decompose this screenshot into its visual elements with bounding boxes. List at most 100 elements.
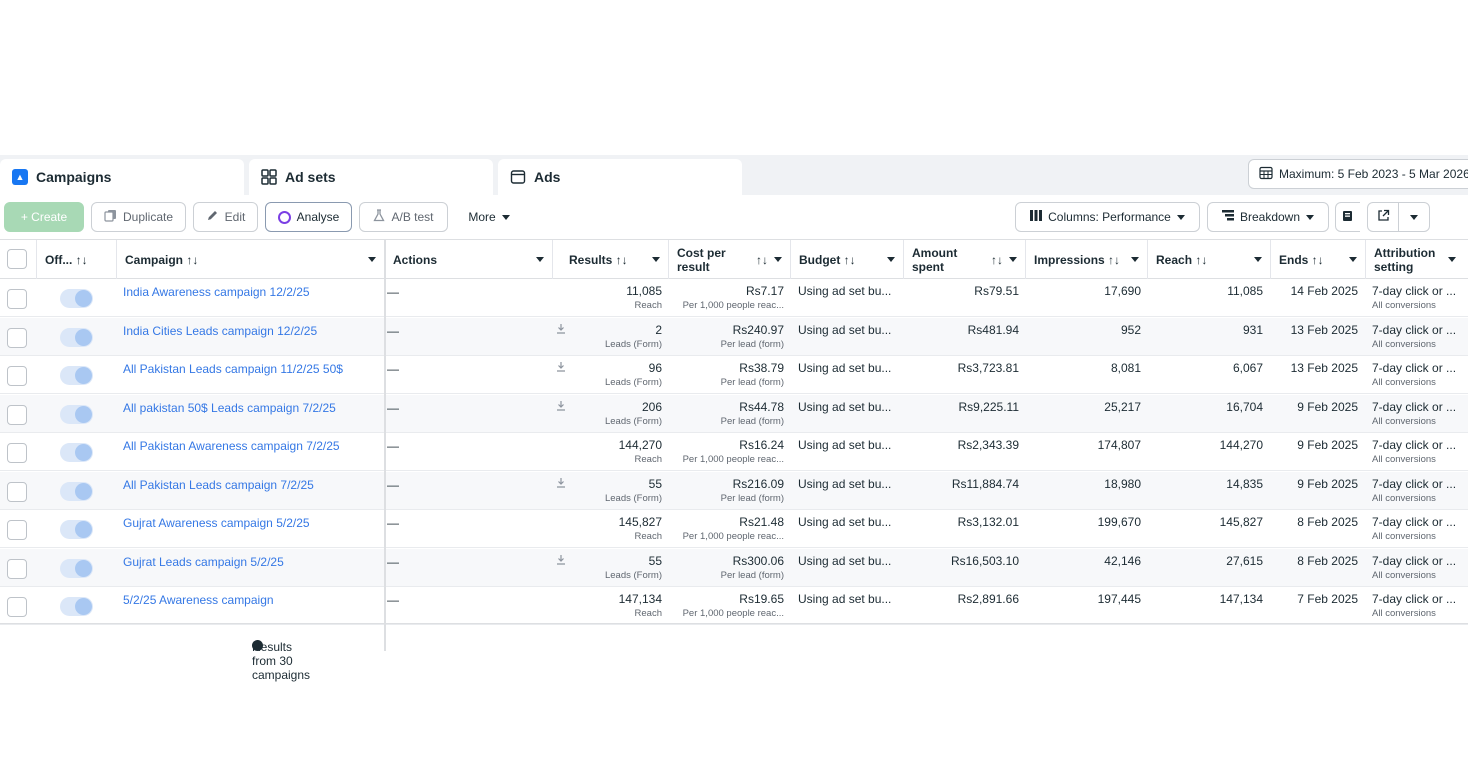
column-header-ends[interactable]: Ends ↑↓ [1271, 240, 1366, 279]
results-value: 206 [641, 399, 662, 414]
column-header-impressions[interactable]: Impressions ↑↓ [1026, 240, 1148, 279]
create-button[interactable]: + Create [4, 202, 84, 232]
row-checkbox[interactable] [7, 404, 27, 425]
column-header-cost-per-result[interactable]: Cost per result ↑↓ [669, 240, 791, 279]
campaign-name-link[interactable]: India Cities Leads campaign 12/2/25 [123, 323, 318, 338]
table-row[interactable]: All Pakistan Leads campaign 11/2/25 50$ … [0, 356, 1468, 394]
row-checkbox[interactable] [7, 597, 27, 617]
campaign-name-link[interactable]: All Pakistan Awareness campaign 7/2/25 [123, 439, 340, 453]
column-header-campaign[interactable]: Campaign ↑↓ [117, 240, 385, 279]
campaign-toggle[interactable] [60, 481, 93, 501]
campaign-name-link[interactable]: India Awareness campaign 12/2/25 [123, 285, 310, 299]
analyse-button[interactable]: Analyse [265, 202, 352, 232]
campaign-toggle[interactable] [60, 404, 93, 424]
column-header-amount-spent[interactable]: Amount spent ↑↓ [904, 240, 1026, 279]
tab-ad-sets[interactable]: Ad sets [249, 159, 493, 195]
budget-value: Using ad set bu... [798, 322, 892, 337]
table-row[interactable]: All Pakistan Awareness campaign 7/2/25 —… [0, 433, 1468, 471]
actions-value: — [387, 285, 399, 299]
cost-per-result-type: Per 1,000 people reac... [682, 300, 784, 311]
tab-campaigns[interactable]: ▲ Campaigns [0, 159, 244, 195]
download-icon[interactable] [556, 400, 566, 414]
ends-value: 9 Feb 2025 [1297, 476, 1358, 491]
export-icon [1377, 209, 1390, 225]
tab-campaigns-label: Campaigns [36, 169, 112, 185]
download-icon[interactable] [556, 554, 566, 568]
campaign-toggle[interactable] [60, 366, 93, 385]
frozen-column-divider [384, 239, 386, 651]
download-icon[interactable] [556, 323, 566, 337]
more-button[interactable]: More [457, 202, 521, 232]
attribution-type: All conversions [1372, 454, 1436, 465]
breakdown-icon [1221, 210, 1234, 224]
budget-value: Using ad set bu... [798, 553, 892, 568]
cost-per-result-type: Per 1,000 people reac... [682, 608, 784, 619]
row-checkbox[interactable] [7, 443, 27, 463]
table-row[interactable]: India Cities Leads campaign 12/2/25 — 2 … [0, 317, 1468, 356]
table-row[interactable]: 5/2/25 Awareness campaign — 147,134 Reac… [0, 587, 1468, 625]
table-row[interactable]: Gujrat Leads campaign 5/2/25 — 55 Leads … [0, 548, 1468, 587]
column-header-reach[interactable]: Reach ↑↓ [1148, 240, 1271, 279]
campaign-toggle[interactable] [60, 597, 93, 616]
results-type: Leads (Form) [604, 569, 662, 581]
duplicate-button[interactable]: Duplicate [91, 202, 186, 232]
edit-button[interactable]: Edit [193, 202, 258, 232]
results-value: 147,134 [618, 592, 662, 606]
column-header-off[interactable]: Off... ↑↓ [37, 240, 117, 279]
column-header-actions-label: Actions [393, 252, 438, 267]
amount-spent-value: Rs2,343.39 [957, 438, 1019, 452]
row-checkbox[interactable] [7, 289, 27, 309]
column-header-attribution[interactable]: Attribution setting [1366, 240, 1468, 279]
table-row[interactable]: Gujrat Awareness campaign 5/2/25 — 145,8… [0, 510, 1468, 548]
edit-label: Edit [224, 210, 246, 224]
select-all-checkbox[interactable] [7, 249, 27, 269]
reports-button[interactable] [1335, 202, 1361, 232]
column-header-budget[interactable]: Budget ↑↓ [791, 240, 904, 279]
duplicate-icon [104, 209, 117, 225]
attribution-value: 7-day click or ... [1372, 592, 1457, 606]
ab-test-label: A/B test [391, 210, 434, 224]
column-header-results[interactable]: Results ↑↓ [553, 240, 669, 279]
row-checkbox[interactable] [7, 366, 27, 386]
column-header-actions[interactable]: Actions [385, 240, 553, 279]
breakdown-button[interactable]: Breakdown [1207, 202, 1329, 232]
export-button[interactable] [1367, 202, 1399, 232]
attribution-type: All conversions [1372, 608, 1436, 619]
campaign-name-link[interactable]: Gujrat Leads campaign 5/2/25 [123, 554, 284, 569]
campaign-name-link[interactable]: 5/2/25 Awareness campaign [123, 593, 274, 607]
campaign-name-link[interactable]: Gujrat Awareness campaign 5/2/25 [123, 516, 310, 530]
attribution-type: All conversions [1372, 338, 1436, 350]
campaign-name-link[interactable]: All pakistan 50$ Leads campaign 7/2/25 [123, 400, 336, 415]
tab-ad-sets-label: Ad sets [285, 169, 336, 185]
info-icon[interactable]: i [252, 639, 263, 651]
budget-value: Using ad set bu... [798, 476, 892, 491]
analyse-label: Analyse [296, 210, 340, 224]
campaign-toggle[interactable] [60, 289, 93, 308]
campaign-toggle[interactable] [60, 520, 93, 539]
table-row[interactable]: All Pakistan Leads campaign 7/2/25 — 55 … [0, 471, 1468, 510]
tab-ads[interactable]: Ads [498, 159, 742, 195]
campaign-name-link[interactable]: All Pakistan Leads campaign 7/2/25 [123, 477, 314, 492]
date-range-picker[interactable]: Maximum: 5 Feb 2023 - 5 Mar 2026 [1248, 159, 1468, 189]
impressions-value: 8,081 [1110, 361, 1141, 375]
cost-per-result-type: Per lead (form) [720, 492, 784, 504]
download-icon[interactable] [556, 477, 566, 491]
attribution-type: All conversions [1372, 492, 1436, 504]
table-row[interactable]: All pakistan 50$ Leads campaign 7/2/25 —… [0, 394, 1468, 433]
campaign-toggle[interactable] [60, 443, 93, 462]
row-checkbox[interactable] [7, 558, 27, 579]
table-row[interactable]: India Awareness campaign 12/2/25 — 11,08… [0, 279, 1468, 317]
campaign-toggle[interactable] [60, 558, 93, 578]
row-checkbox[interactable] [7, 327, 27, 348]
select-all-cell [0, 240, 37, 279]
chevron-down-icon [1349, 257, 1357, 262]
campaign-name-link[interactable]: All Pakistan Leads campaign 11/2/25 50$ [123, 362, 343, 376]
download-icon[interactable] [556, 361, 566, 375]
amount-spent-value: Rs16,503.10 [950, 553, 1019, 568]
ab-test-button[interactable]: A/B test [359, 202, 448, 232]
columns-button[interactable]: Columns: Performance [1015, 202, 1200, 232]
row-checkbox[interactable] [7, 520, 27, 540]
campaign-toggle[interactable] [60, 327, 93, 347]
export-dropdown-button[interactable] [1398, 202, 1430, 232]
row-checkbox[interactable] [7, 481, 27, 502]
